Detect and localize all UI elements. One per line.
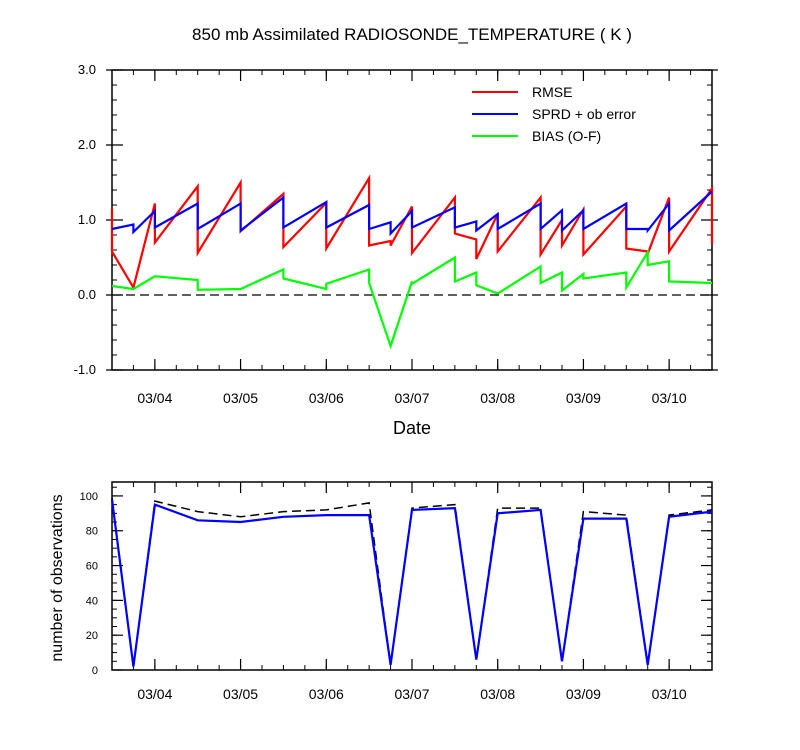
x-tick-label: 03/05 — [223, 686, 258, 702]
y-tick-label: 40 — [86, 595, 98, 607]
legend-label: RMSE — [532, 84, 572, 100]
x-tick-label: 03/05 — [223, 390, 258, 406]
y-tick-label: 0.0 — [78, 287, 96, 302]
series-line-rmse — [110, 174, 714, 291]
y-tick-label: 3.0 — [78, 62, 96, 77]
x-tick-label: 03/10 — [652, 390, 687, 406]
bottom-panel: 03/04 03/05 03/06 03/07 03/08 03/09 03/10 0 20 40… — [80, 481, 713, 702]
y-tick-label: 80 — [86, 526, 98, 538]
y-tick-label: 20 — [86, 630, 98, 642]
x-tick-label: 03/07 — [394, 390, 429, 406]
x-tick-label: 03/06 — [309, 686, 344, 702]
x-tick-label: 03/09 — [566, 686, 601, 702]
y-axis-label-observations: number of observations — [49, 494, 66, 661]
y-tick-label: 1.0 — [78, 212, 96, 227]
series-line-bias-o-f — [111, 248, 713, 350]
x-tick-label: 03/08 — [480, 390, 515, 406]
series-line-possible — [111, 497, 713, 667]
x-tick-label: 03/10 — [652, 686, 687, 702]
chart-title: 850 mb Assimilated RADIOSONDE_TEMPERATUR… — [192, 25, 632, 44]
x-tick-label: 03/09 — [566, 390, 601, 406]
x-axis-label: Date — [393, 418, 431, 438]
x-tick-label: 03/06 — [309, 390, 344, 406]
series-line-assimilated — [110, 499, 713, 667]
y-tick-label: -1.0 — [74, 362, 96, 377]
x-tick-label: 03/07 — [394, 686, 429, 702]
series-line-sprd-ob-error — [111, 190, 713, 237]
x-tick-label: 03/08 — [480, 686, 515, 702]
y-tick-label: 100 — [80, 491, 98, 503]
y-tick-label: 2.0 — [78, 137, 96, 152]
y-tick-label: 0 — [92, 665, 98, 677]
x-tick-label: 03/04 — [137, 390, 172, 406]
top-panel: 03/04 03/05 03/06 03/07 03/08 03/09 03/10 -1.0 0… — [74, 62, 718, 406]
legend-label: SPRD + ob error — [532, 106, 636, 122]
legend-label: BIAS (O-F) — [532, 128, 601, 144]
x-tick-label: 03/04 — [137, 686, 172, 702]
y-tick-label: 60 — [86, 561, 98, 573]
